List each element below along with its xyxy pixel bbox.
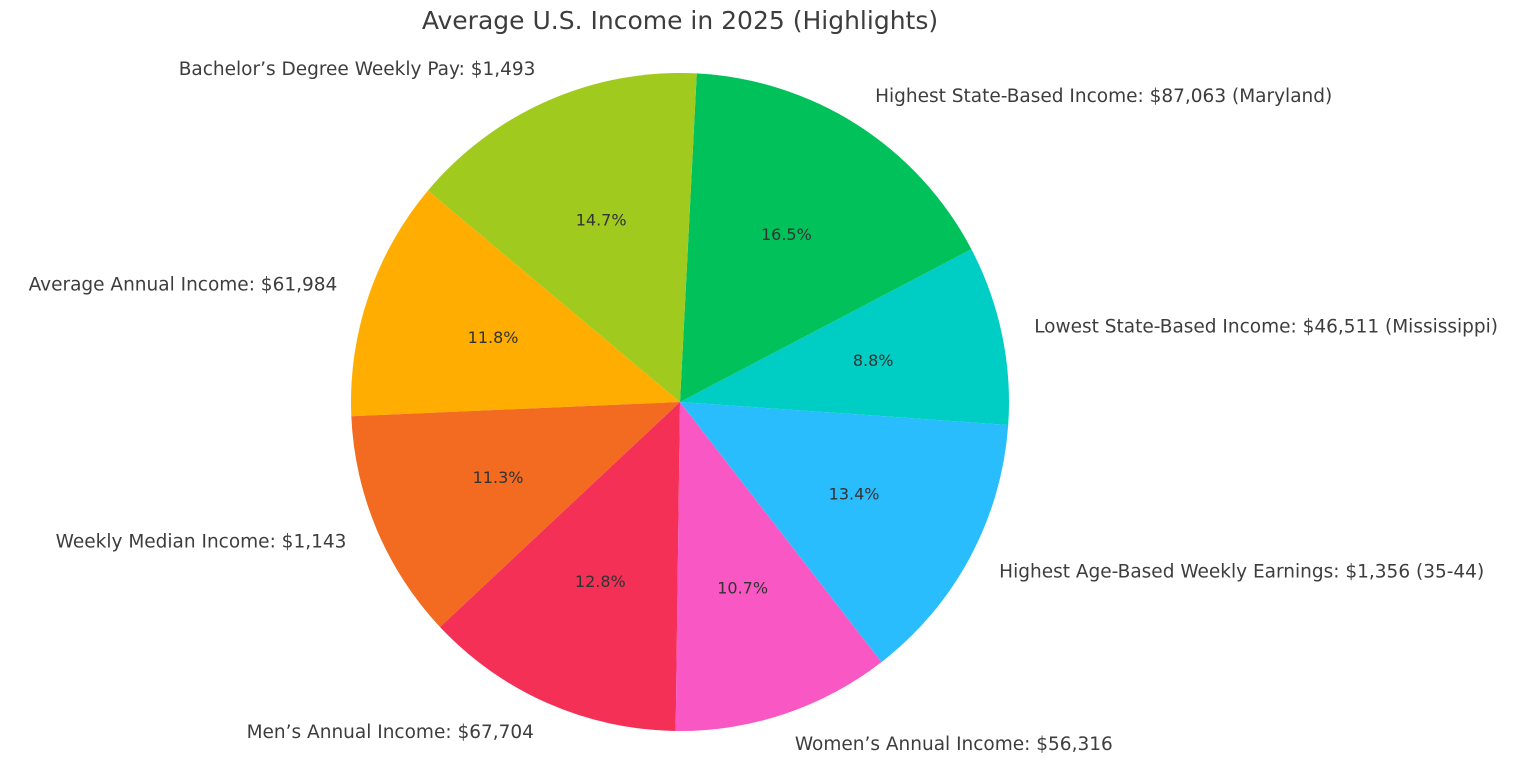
value-label: 8.8%	[853, 351, 894, 370]
pie-slice	[680, 249, 1009, 425]
pie-slice	[675, 402, 882, 732]
value-label: 13.4%	[829, 485, 880, 504]
slice-label: Bachelor’s Degree Weekly Pay: $1,493	[179, 59, 536, 80]
slice-label: Women’s Annual Income: $56,316	[795, 734, 1113, 755]
value-label: 16.5%	[761, 225, 812, 244]
pie-slice	[351, 190, 680, 417]
slice-label: Highest Age-Based Weekly Earnings: $1,35…	[999, 562, 1484, 583]
pie-slice	[440, 402, 680, 731]
pie-slice	[680, 402, 1009, 663]
slice-label: Lowest State-Based Income: $46,511 (Miss…	[1034, 317, 1498, 338]
value-label: 11.3%	[473, 468, 524, 487]
chart-title: Average U.S. Income in 2025 (Highlights)	[422, 6, 938, 35]
value-label: 12.8%	[575, 572, 626, 591]
slice-label: Highest State-Based Income: $87,063 (Mar…	[875, 86, 1332, 107]
pie-slice	[351, 402, 680, 628]
value-label: 10.7%	[717, 579, 768, 598]
value-label: 14.7%	[576, 211, 627, 230]
slice-label: Average Annual Income: $61,984	[29, 275, 338, 296]
pie-slice	[427, 72, 697, 402]
pie-slice	[680, 73, 972, 403]
slice-label: Weekly Median Income: $1,143	[56, 531, 347, 552]
slice-label: Men’s Annual Income: $67,704	[247, 722, 534, 743]
value-label: 11.8%	[468, 328, 519, 347]
